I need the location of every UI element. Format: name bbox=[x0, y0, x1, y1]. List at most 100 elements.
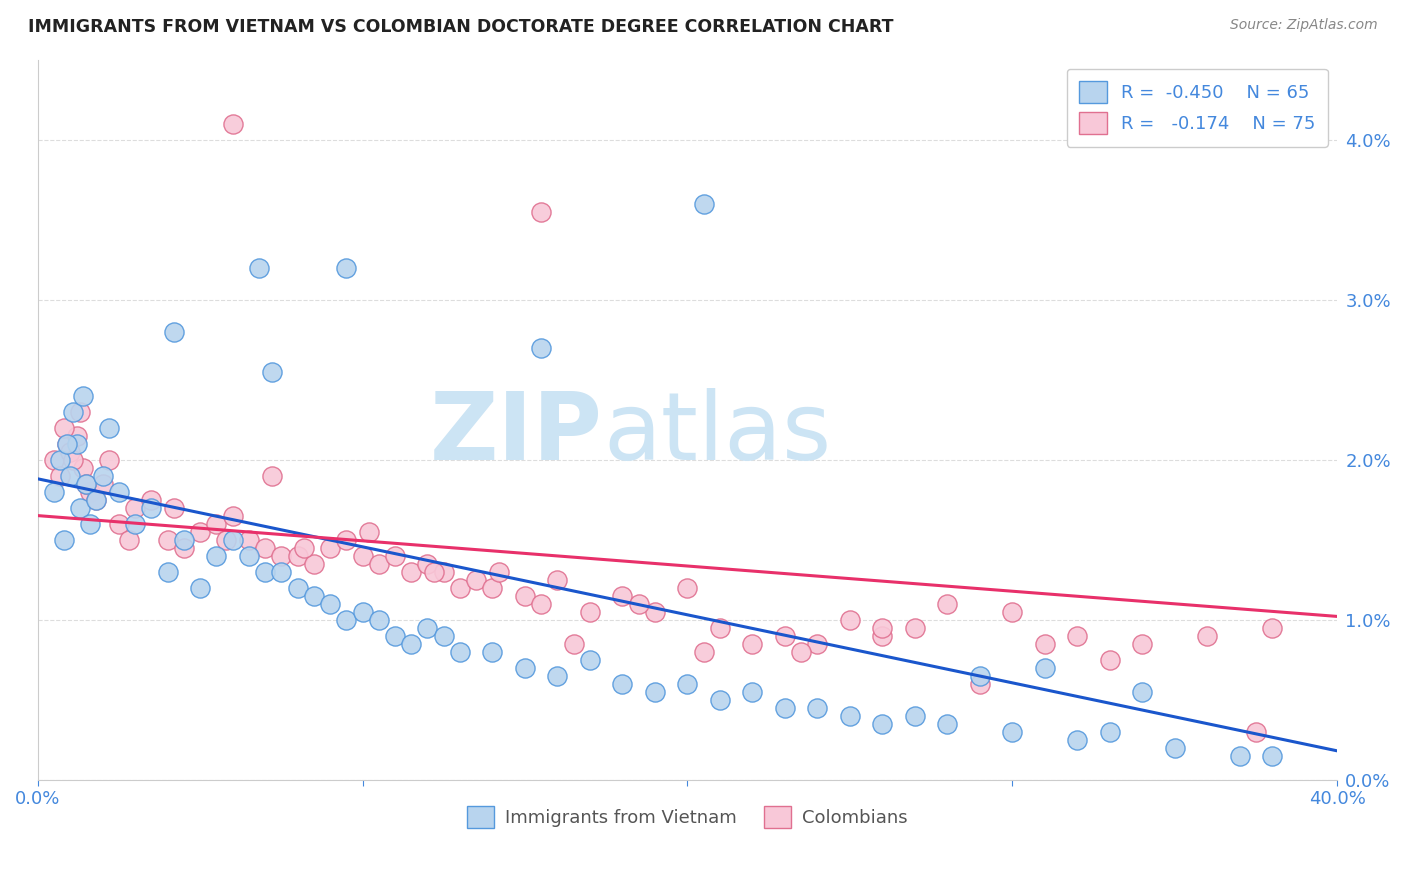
Point bbox=[423, 565, 446, 579]
Point bbox=[357, 524, 380, 539]
Point bbox=[72, 460, 94, 475]
Point bbox=[513, 589, 536, 603]
Point bbox=[530, 597, 553, 611]
Point bbox=[52, 420, 75, 434]
Legend: Immigrants from Vietnam, Colombians: Immigrants from Vietnam, Colombians bbox=[460, 799, 915, 836]
Point bbox=[530, 341, 553, 355]
Point bbox=[352, 605, 374, 619]
Point bbox=[433, 565, 456, 579]
Point bbox=[156, 565, 179, 579]
Point bbox=[287, 549, 309, 563]
Point bbox=[62, 404, 84, 418]
Point bbox=[42, 452, 65, 467]
Point bbox=[173, 541, 195, 555]
Point bbox=[205, 516, 228, 531]
Point bbox=[335, 533, 357, 547]
Point bbox=[384, 549, 406, 563]
Point bbox=[872, 629, 894, 643]
Point bbox=[59, 444, 82, 458]
Point bbox=[741, 684, 763, 698]
Point bbox=[1261, 748, 1284, 763]
Text: IMMIGRANTS FROM VIETNAM VS COLOMBIAN DOCTORATE DEGREE CORRELATION CHART: IMMIGRANTS FROM VIETNAM VS COLOMBIAN DOC… bbox=[28, 18, 894, 36]
Point bbox=[49, 452, 72, 467]
Point bbox=[66, 436, 89, 450]
Point bbox=[692, 645, 714, 659]
Point bbox=[1163, 740, 1185, 755]
Point bbox=[513, 660, 536, 674]
Point bbox=[49, 468, 72, 483]
Point bbox=[270, 549, 292, 563]
Point bbox=[709, 621, 731, 635]
Point bbox=[969, 668, 991, 682]
Point bbox=[84, 492, 107, 507]
Point bbox=[399, 565, 422, 579]
Point bbox=[449, 581, 471, 595]
Point bbox=[530, 204, 553, 219]
Point bbox=[904, 621, 927, 635]
Point bbox=[75, 476, 97, 491]
Point bbox=[91, 468, 114, 483]
Point bbox=[1244, 724, 1267, 739]
Point bbox=[124, 516, 146, 531]
Point bbox=[75, 476, 97, 491]
Point bbox=[79, 516, 101, 531]
Point bbox=[644, 605, 666, 619]
Point bbox=[1098, 652, 1121, 666]
Point bbox=[98, 420, 121, 434]
Point bbox=[117, 533, 139, 547]
Point bbox=[188, 581, 211, 595]
Point bbox=[773, 629, 796, 643]
Point bbox=[221, 533, 243, 547]
Point bbox=[773, 700, 796, 714]
Point bbox=[221, 117, 243, 131]
Point bbox=[1229, 748, 1251, 763]
Point bbox=[790, 645, 813, 659]
Point bbox=[1130, 684, 1153, 698]
Point bbox=[546, 573, 568, 587]
Point bbox=[238, 533, 260, 547]
Point bbox=[433, 629, 456, 643]
Point bbox=[936, 597, 959, 611]
Point bbox=[260, 365, 283, 379]
Point bbox=[124, 500, 146, 515]
Point bbox=[872, 621, 894, 635]
Point bbox=[872, 716, 894, 731]
Point bbox=[676, 581, 699, 595]
Point bbox=[287, 581, 309, 595]
Point bbox=[302, 589, 325, 603]
Point bbox=[1066, 629, 1088, 643]
Point bbox=[1001, 605, 1024, 619]
Point bbox=[1033, 637, 1056, 651]
Point bbox=[163, 500, 186, 515]
Text: ZIP: ZIP bbox=[430, 388, 603, 480]
Point bbox=[156, 533, 179, 547]
Point bbox=[488, 565, 510, 579]
Point bbox=[367, 557, 389, 571]
Point bbox=[384, 629, 406, 643]
Point bbox=[56, 436, 79, 450]
Point bbox=[173, 533, 195, 547]
Point bbox=[270, 565, 292, 579]
Point bbox=[66, 428, 89, 442]
Point bbox=[79, 484, 101, 499]
Point bbox=[1197, 629, 1219, 643]
Point bbox=[481, 581, 503, 595]
Point bbox=[416, 557, 439, 571]
Point bbox=[579, 605, 602, 619]
Point bbox=[449, 645, 471, 659]
Point bbox=[627, 597, 650, 611]
Point bbox=[806, 700, 828, 714]
Point bbox=[141, 500, 163, 515]
Point bbox=[302, 557, 325, 571]
Point bbox=[709, 692, 731, 706]
Point bbox=[806, 637, 828, 651]
Text: atlas: atlas bbox=[603, 388, 831, 480]
Point bbox=[42, 484, 65, 499]
Point bbox=[644, 684, 666, 698]
Point bbox=[108, 484, 131, 499]
Point bbox=[481, 645, 503, 659]
Point bbox=[1130, 637, 1153, 651]
Point bbox=[1066, 732, 1088, 747]
Point bbox=[399, 637, 422, 651]
Point bbox=[319, 597, 342, 611]
